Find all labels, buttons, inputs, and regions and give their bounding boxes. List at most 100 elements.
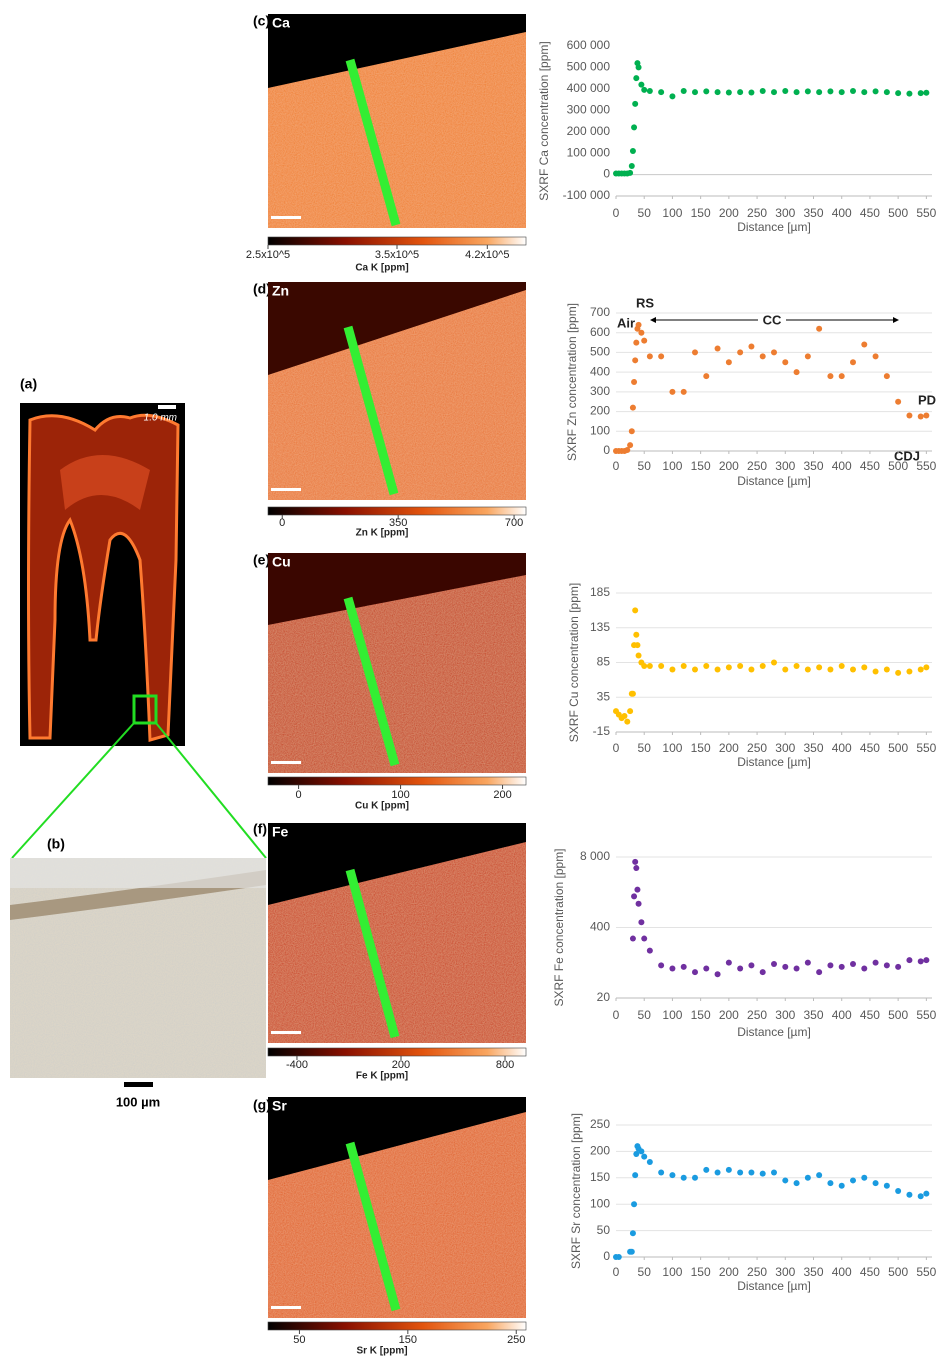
x-axis-title: Distance [µm]: [737, 1025, 811, 1039]
data-point: [923, 957, 930, 964]
data-point: [917, 666, 924, 673]
data-point: [669, 93, 676, 100]
data-point: [714, 971, 721, 978]
data-point: [861, 89, 868, 96]
data-point: [658, 89, 665, 96]
data-point: [838, 1182, 845, 1189]
x-tick-label: 500: [888, 206, 908, 220]
data-point: [737, 1169, 744, 1176]
x-tick-label: 150: [691, 1008, 711, 1022]
y-tick-label: 300 000: [567, 102, 611, 116]
x-tick-label: 250: [747, 459, 767, 473]
data-point: [680, 963, 687, 970]
data-point: [633, 75, 640, 82]
colorbar-tick-label: 100: [391, 789, 409, 801]
x-tick-label: 200: [719, 1008, 739, 1022]
map-tissue: [268, 575, 526, 773]
x-tick-label: 550: [916, 206, 936, 220]
scale-bar: [124, 1082, 153, 1087]
data-point: [714, 89, 721, 96]
y-tick-label: 100 000: [567, 145, 611, 159]
data-point: [669, 666, 676, 673]
data-point: [714, 1169, 721, 1176]
y-tick-label: 85: [597, 655, 611, 669]
data-point: [782, 359, 789, 366]
x-tick-label: 0: [613, 459, 620, 473]
x-tick-label: 0: [613, 1265, 620, 1279]
data-point: [771, 659, 777, 666]
colorbar-tick-label: -400: [286, 1059, 308, 1071]
scale-label: 100 µm: [116, 1094, 160, 1109]
annotation: CDJ: [894, 448, 920, 463]
map-scale-bar: [271, 761, 301, 764]
colorbar-tick-label: 3.5x10^5: [375, 249, 419, 261]
data-point: [872, 353, 879, 360]
y-tick-label: 400: [590, 920, 610, 934]
data-point: [793, 1180, 800, 1187]
x-tick-label: 450: [860, 741, 880, 755]
x-axis-title: Distance [µm]: [737, 755, 811, 769]
x-tick-label: 500: [888, 741, 908, 755]
x-tick-label: 450: [860, 459, 880, 473]
colorbar-tick-label: 0: [296, 789, 302, 801]
x-tick-label: 50: [638, 1008, 652, 1022]
data-point: [628, 1248, 635, 1255]
data-point: [895, 1188, 902, 1194]
x-tick-label: 250: [747, 741, 767, 755]
x-tick-label: 450: [860, 206, 880, 220]
data-point: [624, 718, 631, 725]
data-point: [827, 373, 834, 380]
panel-label: (b): [47, 836, 65, 852]
data-point: [703, 662, 710, 669]
data-point: [658, 353, 665, 360]
map-label: Ca: [272, 15, 290, 31]
data-point: [646, 353, 653, 360]
x-tick-label: 500: [888, 1265, 908, 1279]
data-point: [624, 447, 631, 454]
x-tick-label: 300: [775, 1265, 795, 1279]
data-point: [906, 90, 913, 97]
data-point: [793, 369, 800, 376]
x-tick-label: 450: [860, 1265, 880, 1279]
x-tick-label: 350: [803, 1008, 823, 1022]
data-point: [917, 413, 924, 420]
data-point: [923, 664, 930, 671]
data-point: [850, 88, 856, 94]
colorbar-label: Zn K [ppm]: [356, 528, 409, 539]
colorbar-tick-label: 2.5x10^5: [246, 249, 290, 261]
data-point: [923, 1190, 930, 1197]
data-point: [692, 89, 698, 96]
x-tick-label: 50: [638, 459, 652, 473]
x-tick-label: 500: [888, 459, 908, 473]
panel-label: (a): [20, 376, 37, 392]
data-point: [692, 1174, 698, 1181]
data-point: [906, 412, 913, 419]
x-tick-label: 350: [803, 741, 823, 755]
data-point: [638, 1148, 645, 1155]
y-tick-label: 500: [590, 345, 610, 359]
data-point: [633, 1151, 640, 1158]
x-tick-label: 0: [613, 206, 620, 220]
data-point: [638, 329, 645, 336]
data-point: [669, 965, 676, 972]
y-tick-label: 0: [603, 167, 610, 181]
data-point: [680, 662, 687, 669]
x-tick-label: 250: [747, 1008, 767, 1022]
x-tick-label: 400: [832, 1265, 852, 1279]
data-point: [861, 664, 868, 671]
data-point: [782, 1177, 789, 1184]
y-tick-label: 0: [603, 1249, 610, 1263]
y-tick-label: 700: [590, 305, 610, 319]
data-point: [838, 89, 845, 96]
profile-line: [345, 1141, 401, 1312]
data-point: [646, 947, 653, 954]
data-point: [917, 958, 924, 965]
data-point: [804, 353, 811, 360]
map-scale-bar: [271, 1306, 301, 1309]
data-point: [861, 965, 868, 972]
data-point: [725, 359, 732, 366]
data-point: [804, 1174, 811, 1181]
x-tick-label: 100: [662, 459, 682, 473]
data-point: [827, 88, 834, 95]
data-point: [872, 88, 879, 95]
